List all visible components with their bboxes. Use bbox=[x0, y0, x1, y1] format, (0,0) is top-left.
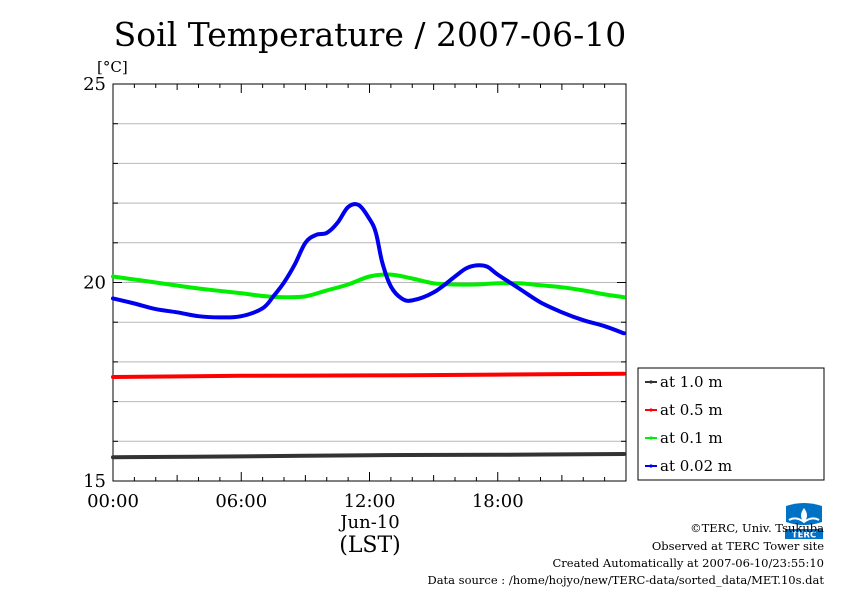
legend-label: at 1.0 m bbox=[660, 373, 723, 391]
terc-logo-icon: TERC bbox=[783, 502, 825, 540]
y-axis-unit: [°C] bbox=[97, 58, 128, 76]
legend-label: at 0.02 m bbox=[660, 457, 732, 475]
legend-label: at 0.5 m bbox=[660, 401, 723, 419]
series-layer bbox=[111, 202, 626, 460]
footer-copyright: ©TERC, Univ. Tsukuba bbox=[690, 521, 824, 535]
legend-label: at 0.1 m bbox=[660, 429, 723, 447]
legend-marker bbox=[649, 408, 653, 412]
y-tick-label: 25 bbox=[83, 74, 106, 95]
x-tick-label: 18:00 bbox=[472, 491, 524, 512]
series-line-at-0-5-m bbox=[111, 371, 626, 379]
gridlines bbox=[113, 123, 626, 442]
x-tick-label: 00:00 bbox=[87, 491, 139, 512]
x-tick-label: 12:00 bbox=[344, 491, 396, 512]
logo-text: TERC bbox=[792, 531, 816, 541]
footer-source: Data source : /home/hojyo/new/TERC-data/… bbox=[427, 573, 824, 587]
y-tick-label: 15 bbox=[83, 471, 106, 492]
footer-observed: Observed at TERC Tower site bbox=[651, 539, 824, 553]
legend-marker bbox=[649, 464, 653, 468]
footer-created: Created Automatically at 2007-06-10/23:5… bbox=[552, 556, 825, 570]
series-line-at-1-0-m bbox=[111, 452, 626, 460]
series-line-at-0-02-m bbox=[111, 202, 626, 336]
x-axis-unit-label: (LST) bbox=[339, 533, 401, 558]
y-tick-label: 20 bbox=[83, 273, 106, 294]
legend: at 1.0 m at 0.5 m at 0.1 m at 0.02 m bbox=[637, 367, 825, 481]
x-axis-date-label: Jun-10 bbox=[338, 512, 399, 533]
axis-ticks: 15 20 25 00:00 06:00 12:00 18:00 bbox=[83, 74, 627, 512]
legend-marker bbox=[649, 436, 653, 440]
legend-marker bbox=[649, 380, 653, 384]
series-line-at-0-1-m bbox=[111, 272, 626, 300]
legend-box bbox=[637, 367, 825, 481]
chart-title: Soil Temperature / 2007-06-10 bbox=[114, 15, 627, 54]
x-tick-label: 06:00 bbox=[215, 491, 267, 512]
